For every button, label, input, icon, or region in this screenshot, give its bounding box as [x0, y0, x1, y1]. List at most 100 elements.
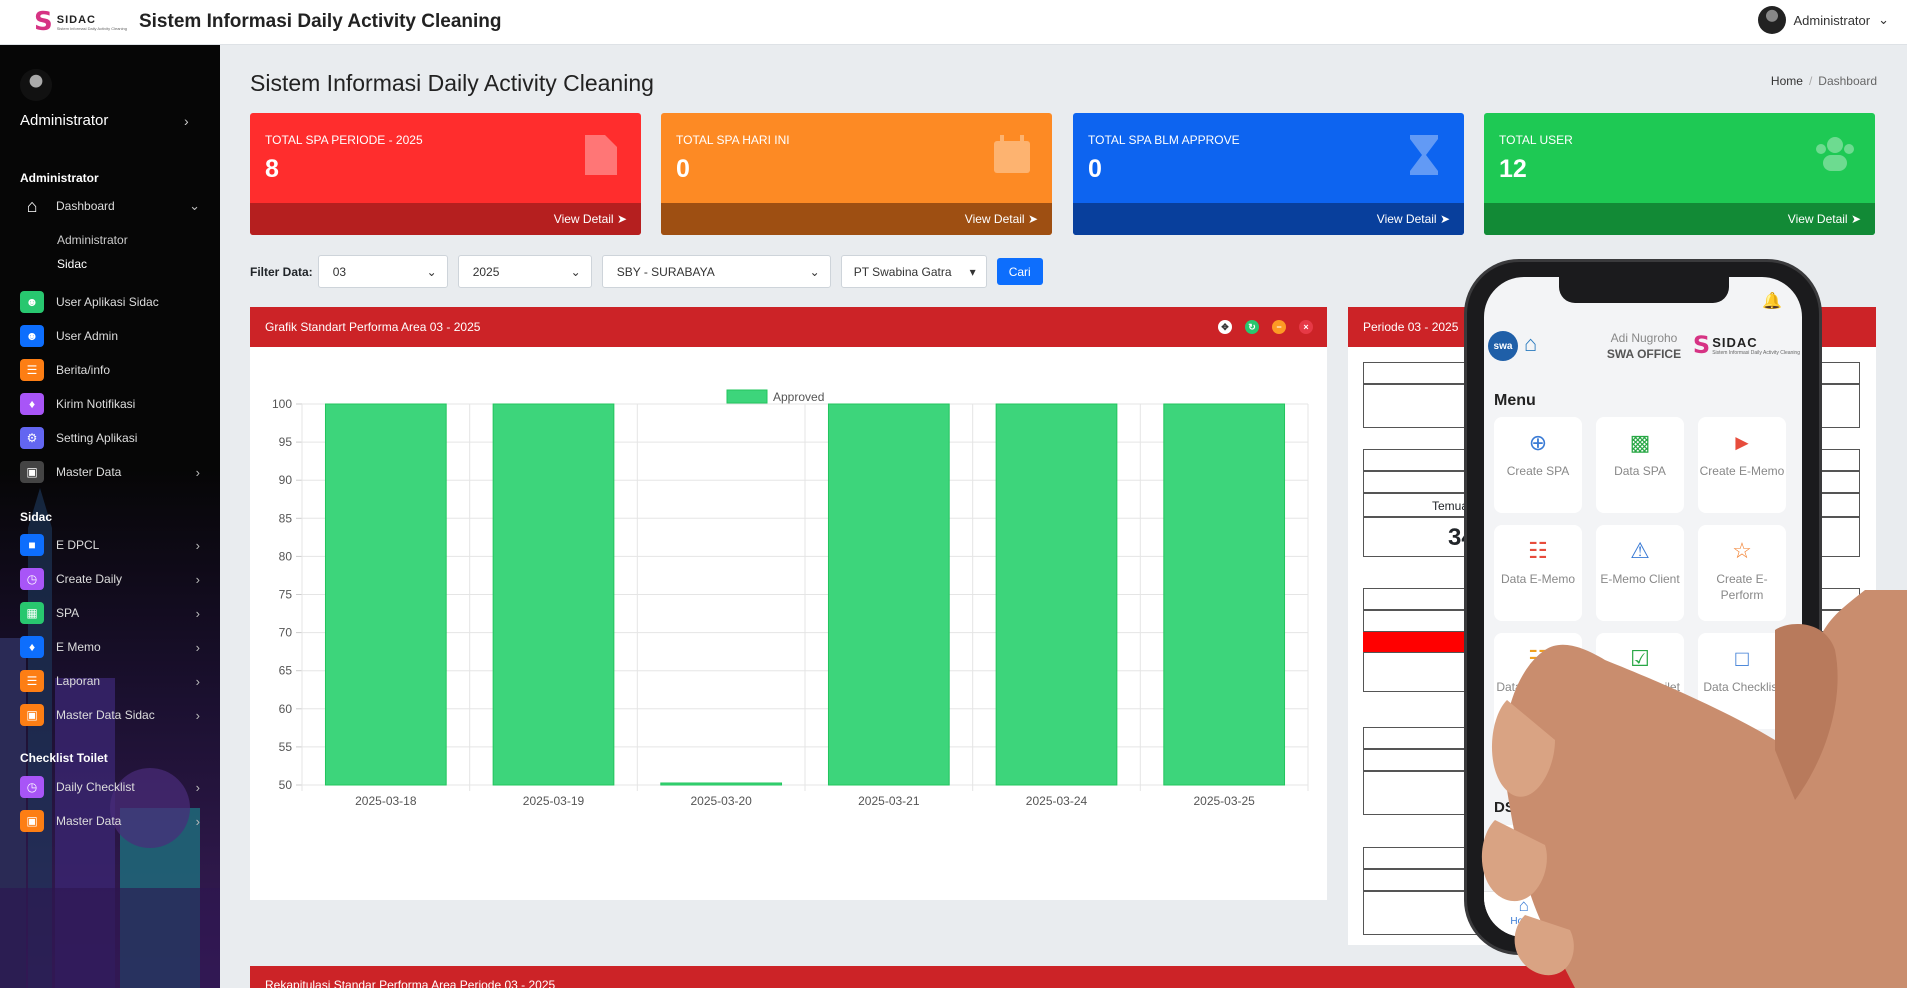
sidebar-item-checklist-0[interactable]: ◷ Daily Checklist ›: [20, 774, 200, 800]
user-menu[interactable]: Administrator ⌄: [1757, 6, 1889, 34]
menu-item-6[interactable]: ☷ Data E-Perform: [1494, 633, 1582, 729]
users-icon: [1816, 137, 1854, 171]
home-icon: ⌂: [1518, 896, 1529, 915]
menu-item-5[interactable]: ☆ Create E-Perform: [1698, 525, 1786, 621]
section-sidac: Sidac: [20, 510, 53, 524]
sidebar-sub-administrator[interactable]: Administrator: [57, 233, 128, 247]
sidebar-item-sidac-3[interactable]: ♦ E Memo ›: [20, 634, 200, 660]
y-tick-label: 65: [279, 664, 293, 678]
x-tick-label: 2025-03-24: [1026, 794, 1088, 808]
alarm-icon: ◷: [20, 568, 44, 590]
red-indicator: [1363, 632, 1483, 652]
inbox-icon: ▣: [20, 704, 44, 726]
menu-item-2[interactable]: ► Create E-Memo: [1698, 417, 1786, 513]
performance-bar-chart: 100 95 90 85 80 75 70 65 60 55 50 2025-03-18 2025-03…: [272, 389, 1309, 808]
menu-item-7[interactable]: ☑ Checklist Toilet: [1596, 633, 1684, 729]
year-select[interactable]: 2025 ⌄: [457, 255, 592, 288]
list-icon: ☰: [20, 359, 44, 381]
menu-item-0[interactable]: ⊕ Create SPA: [1494, 417, 1582, 513]
chevron-down-icon: ⌄: [1878, 12, 1889, 27]
header-office: SWA OFFICE: [1606, 347, 1682, 361]
sidebar-item-sidac-0[interactable]: ■ E DPCL ›: [20, 532, 200, 558]
stat-box-3: TOTAL USER 12 View Detail ➤: [1484, 113, 1875, 235]
stat-value: 0: [1088, 155, 1102, 183]
recap-card-title: Rekapitulasi Standar Performa Area Perio…: [265, 978, 556, 988]
x-tick-label: 2025-03-18: [355, 794, 417, 808]
user-avatar: [20, 69, 52, 101]
area-select[interactable]: SBY - SURABAYA ⌄: [601, 255, 831, 288]
house-logo-icon: ⌂: [1524, 331, 1538, 356]
users-icon: ☻: [20, 325, 44, 347]
legend-swatch: [726, 389, 768, 404]
sidac-logo[interactable]: S SIDAC Sistem Informasi Daily Activity …: [34, 9, 127, 35]
nav-profile[interactable]: ☺ Profile: [1723, 892, 1803, 937]
users-icon: ☻: [20, 291, 44, 313]
sidebar-item-admin-3[interactable]: ♦ Kirim Notifikasi: [20, 391, 200, 417]
clock-icon: ◷: [1578, 835, 1608, 865]
month-select[interactable]: 03 ⌄: [317, 255, 448, 288]
chevron-right-icon[interactable]: ›: [184, 113, 189, 129]
sidebar-item-admin-4[interactable]: ⚙ Setting Aplikasi: [20, 425, 200, 451]
breadcrumb: Home / Dashboard: [1770, 74, 1877, 88]
sidebar-item-sidac-4[interactable]: ☰ Laporan ›: [20, 668, 200, 694]
nav-statistik[interactable]: ▐ Statistik: [1564, 892, 1644, 937]
sidebar-item-sidac-1[interactable]: ◷ Create Daily ›: [20, 566, 200, 592]
chevron-right-icon: ›: [195, 537, 200, 553]
caret-down-icon: ▾: [969, 264, 976, 279]
sidebar-item-admin-1[interactable]: ☻ User Admin: [20, 323, 200, 349]
chevron-right-icon: ›: [195, 639, 200, 655]
temuan-label: Temua: [1432, 499, 1469, 513]
menu-item-label: Data E-Perform: [1496, 680, 1580, 694]
y-tick-label: 50: [279, 778, 293, 792]
bell-icon: ♦: [20, 636, 44, 658]
stat-box-1: TOTAL SPA HARI INI 0 View Detail ➤: [661, 113, 1052, 235]
sidebar-item-admin-5[interactable]: ▣ Master Data ›: [20, 459, 200, 485]
x-tick-label: 2025-03-21: [858, 794, 920, 808]
view-detail-link[interactable]: View Detail ➤: [1484, 203, 1875, 235]
refresh-icon[interactable]: ↻: [1245, 320, 1259, 334]
x-tick-label: 2025-03-20: [690, 794, 752, 808]
fullscreen-icon[interactable]: ✥: [1218, 320, 1232, 334]
x-tick-label: 2025-03-19: [523, 794, 585, 808]
nav-history-dspa[interactable]: ▦ History DSPA: [1643, 892, 1723, 937]
menu-item-label: Data SPA: [1614, 464, 1666, 478]
sidebar-item-admin-2[interactable]: ☰ Berita/info: [20, 357, 200, 383]
sidebar-item-checklist-1[interactable]: ▣ Master Data ›: [20, 808, 200, 834]
company-select[interactable]: PT Swabina Gatra ▾: [840, 255, 987, 288]
search-button[interactable]: Cari: [996, 258, 1043, 285]
dspa-date: 22 Mei 2025: [1502, 861, 1552, 871]
sidebar-username[interactable]: Administrator: [20, 112, 109, 129]
sidebar-item-sidac-5[interactable]: ▣ Master Data Sidac ›: [20, 702, 200, 728]
megaphone-icon: ►: [1731, 430, 1753, 455]
header-user-name: Adi Nugroho: [1610, 331, 1678, 345]
sidebar-item-sidac-2[interactable]: ▦ SPA ›: [20, 600, 200, 626]
view-detail-link[interactable]: View Detail ➤: [661, 203, 1052, 235]
menu-item-4[interactable]: ⚠ E-Memo Client: [1596, 525, 1684, 621]
close-icon[interactable]: ×: [1299, 320, 1313, 334]
alarm-icon: ◷: [20, 776, 44, 798]
stat-label: TOTAL USER: [1499, 133, 1573, 147]
sidac-logo-name: SIDAC: [56, 13, 96, 26]
view-detail-link[interactable]: View Detail ➤: [1073, 203, 1464, 235]
menu-item-3[interactable]: ☷ Data E-Memo: [1494, 525, 1582, 621]
menu-item-1[interactable]: ▩ Data SPA: [1596, 417, 1684, 513]
y-tick-label: 85: [279, 511, 293, 525]
period-card-title: Periode 03 - 2025: [1363, 320, 1459, 334]
y-tick-label: 70: [279, 626, 293, 640]
dspa-time: 10:43: [1502, 873, 1525, 883]
sidebar-sub-sidac[interactable]: Sidac: [57, 257, 88, 271]
bell-icon[interactable]: 🔔: [1762, 293, 1782, 310]
arrow-circle-right-icon: ➤: [1027, 212, 1038, 226]
menu-item-8[interactable]: □ Data Checklist: [1698, 633, 1786, 729]
legend-label: Approved: [773, 390, 824, 404]
sidebar-item-admin-0[interactable]: ☻ User Aplikasi Sidac: [20, 289, 200, 315]
menu-item-label: Checklist Toilet: [1600, 680, 1680, 694]
minimize-icon[interactable]: −: [1272, 320, 1286, 334]
view-detail-link[interactable]: View Detail ➤: [250, 203, 641, 235]
nav-home[interactable]: ⌂ Home: [1484, 892, 1564, 937]
y-tick-label: 60: [279, 702, 293, 716]
breadcrumb-home[interactable]: Home: [1770, 74, 1803, 88]
chart-icon: ▐: [1597, 896, 1610, 915]
sidebar-item-dashboard[interactable]: ⌂ Dashboard ⌄: [20, 193, 200, 219]
chevron-down-icon: ⌄: [426, 264, 437, 279]
